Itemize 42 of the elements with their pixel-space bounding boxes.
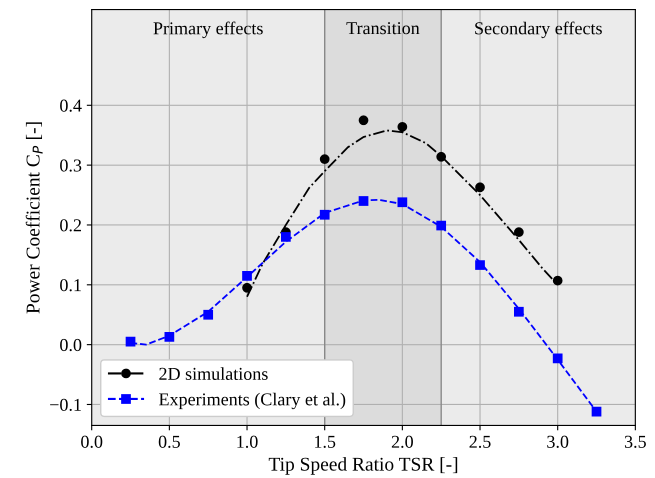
point bbox=[436, 152, 446, 162]
point bbox=[281, 232, 291, 242]
point bbox=[358, 196, 368, 206]
point bbox=[592, 406, 602, 417]
x-axis-title: Tip Speed Ratio TSR [-] bbox=[268, 457, 458, 475]
point bbox=[320, 154, 330, 164]
x-tick-label: 2.0 bbox=[392, 436, 413, 448]
x-tick-label: 0.0 bbox=[81, 436, 102, 448]
point bbox=[203, 310, 214, 320]
point bbox=[552, 354, 563, 364]
y-axis-title: Power Coefficient C$_{P}$ [-] bbox=[26, 122, 43, 314]
point bbox=[126, 336, 136, 347]
y-tick-label: 0.3 bbox=[60, 159, 82, 172]
band-label: Transition bbox=[346, 22, 420, 34]
y-tick-label: 0.1 bbox=[60, 279, 81, 292]
point bbox=[514, 227, 524, 238]
point bbox=[164, 332, 174, 342]
point bbox=[514, 306, 524, 317]
x-tick-label: 3.5 bbox=[624, 436, 646, 448]
y-tick-label: −0.1 bbox=[50, 398, 81, 411]
x-tick-label: 0.5 bbox=[158, 436, 180, 448]
x-tick-label: 2.5 bbox=[470, 436, 491, 448]
y-tick-label: 0.0 bbox=[60, 338, 82, 352]
point bbox=[242, 282, 252, 293]
y-tick-label: 0.4 bbox=[60, 100, 82, 112]
point bbox=[475, 182, 485, 192]
point bbox=[358, 115, 368, 126]
x-tick-label: 1.5 bbox=[314, 436, 336, 448]
x-tick-label: 1.0 bbox=[237, 436, 258, 448]
point bbox=[242, 270, 252, 281]
x-tick-label: 3.0 bbox=[547, 436, 568, 448]
point bbox=[475, 260, 485, 270]
point bbox=[320, 210, 330, 220]
point bbox=[436, 220, 446, 230]
y-tick-label: 0.2 bbox=[60, 219, 81, 232]
point bbox=[397, 122, 408, 132]
point bbox=[552, 276, 563, 286]
legend-label: Experiments (Clary et al.) bbox=[159, 392, 346, 410]
band-label: Secondary effects bbox=[475, 22, 602, 38]
legend-label: 2D simulations bbox=[159, 367, 268, 380]
band-label: Primary effects bbox=[153, 22, 263, 38]
point bbox=[397, 197, 408, 208]
